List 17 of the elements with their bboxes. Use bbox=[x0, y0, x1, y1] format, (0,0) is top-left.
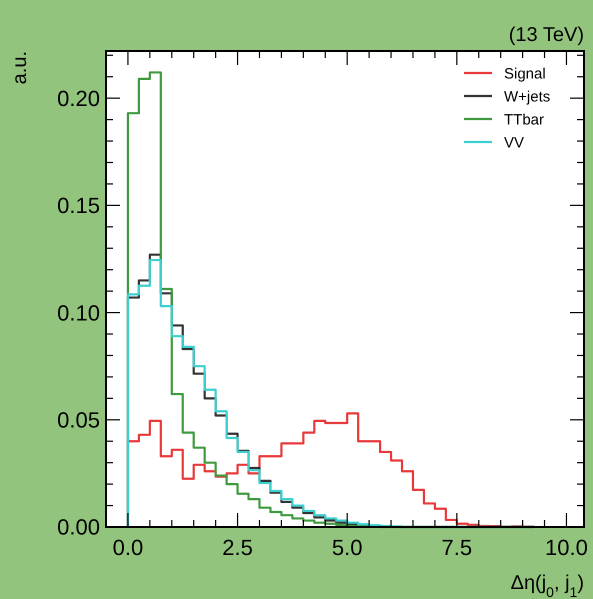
y-tick-label: 0.10 bbox=[57, 300, 100, 326]
y-tick-label: 0.15 bbox=[57, 193, 100, 218]
legend-label: W+jets bbox=[504, 88, 550, 106]
x-tick-label: 0.0 bbox=[112, 535, 144, 560]
y-tick-label: 0.05 bbox=[57, 407, 100, 432]
x-tick-label: 2.5 bbox=[222, 535, 253, 560]
legend-label: TTbar bbox=[504, 111, 544, 128]
legend-label: Signal bbox=[504, 65, 546, 82]
y-tick-label: 0.20 bbox=[57, 86, 100, 111]
x-axis-title: Δη(j$_{0}$, j$_{1}$) bbox=[510, 572, 584, 599]
legend-label: VV bbox=[504, 134, 524, 152]
y-axis-title: a.u. bbox=[9, 51, 31, 84]
chart-title: (13 TeV) bbox=[508, 24, 584, 46]
x-tick-label: 5.0 bbox=[332, 535, 362, 560]
x-tick-label: 7.5 bbox=[442, 535, 472, 560]
x-tick-label: 10.0 bbox=[545, 535, 588, 560]
y-tick-label: 0.00 bbox=[57, 514, 100, 540]
